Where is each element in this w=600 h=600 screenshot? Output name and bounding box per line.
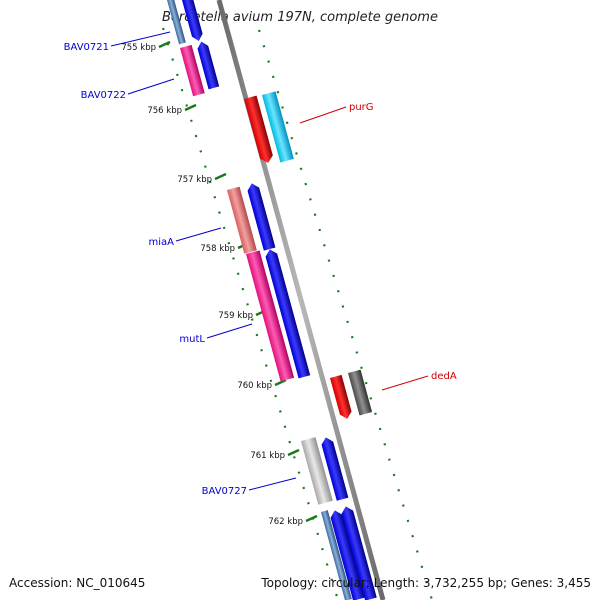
gene-label-leader: [175, 227, 222, 242]
tick-label: 756 kbp: [147, 106, 182, 116]
tick-marks: 755 kbp 756 kbp 757 kbp 758 kbp 759 kbp 760 k…: [121, 40, 318, 527]
cds-feature-bottom-blue-2: [341, 506, 377, 600]
cds-feature-bav0727-light: [301, 437, 333, 505]
tick-label: 761 kbp: [250, 451, 285, 461]
gene-label-leader: [248, 477, 297, 491]
genome-summary-text: Topology: circular; Length: 3,732,255 bp…: [261, 576, 591, 590]
gene-label-leader: [206, 323, 253, 339]
gene-label-leader: [381, 375, 429, 391]
cds-feature-top-blue: [180, 0, 203, 42]
cds-feature-miaa-blue: [247, 183, 276, 251]
cds-feature-bav0722-pink: [180, 44, 205, 97]
tick-label: 757 kbp: [177, 175, 212, 185]
gene-label-bav0721: BAV0721: [64, 42, 109, 53]
cds-feature-bav0722-blue: [197, 41, 220, 90]
tick-mark: [158, 40, 171, 49]
outer-feature-track: [244, 91, 373, 419]
tick-mark: [184, 103, 197, 112]
cds-feature-deda-red: [330, 374, 352, 419]
tick-mark: [287, 448, 300, 457]
gene-label-leader: [127, 78, 175, 95]
cds-feature-mutl-pink: [246, 250, 295, 382]
gene-label-mutl: mutL: [179, 334, 205, 345]
gene-label-miaa: miaA: [149, 237, 175, 248]
outer-dotted-ring: [257, 29, 434, 600]
tick-label: 762 kbp: [268, 517, 303, 527]
gene-labels: BAV0721 BAV0722 purG miaA mutL dedA BAV0727: [64, 31, 457, 497]
map-title: Bordetella avium 197N, complete genome: [162, 10, 438, 25]
tick-mark: [305, 514, 318, 523]
genome-backbone: [216, 0, 386, 600]
tick-label: 755 kbp: [121, 43, 156, 53]
gene-label-bav0727: BAV0727: [202, 486, 247, 497]
cds-feature-miaa-salmon: [227, 186, 257, 254]
cds-feature-bav0727-blue: [321, 437, 349, 501]
tick-label: 758 kbp: [200, 244, 235, 254]
cds-feature-bottom-blue: [330, 510, 365, 600]
tick-label: 759 kbp: [218, 311, 253, 321]
cds-feature-deda-gray: [348, 369, 373, 416]
tick-label: 760 kbp: [237, 381, 272, 391]
gene-label-purg: purG: [349, 102, 374, 113]
inner-feature-track: [165, 0, 377, 600]
tick-mark: [214, 172, 227, 181]
gene-label-leader: [299, 106, 347, 124]
cds-feature-bottom-steel: [321, 510, 352, 600]
cds-feature-purg-red: [244, 95, 273, 163]
cds-feature-purg-cyan: [262, 91, 294, 163]
gene-label-deda: dedA: [431, 371, 457, 382]
cds-feature-top-light: [165, 0, 186, 45]
gene-label-leader: [110, 31, 171, 47]
cds-feature-mutl-blue: [265, 249, 311, 379]
tick-mark: [274, 378, 287, 387]
accession-text: Accession: NC_010645: [9, 576, 146, 590]
gene-label-bav0722: BAV0722: [81, 90, 126, 101]
